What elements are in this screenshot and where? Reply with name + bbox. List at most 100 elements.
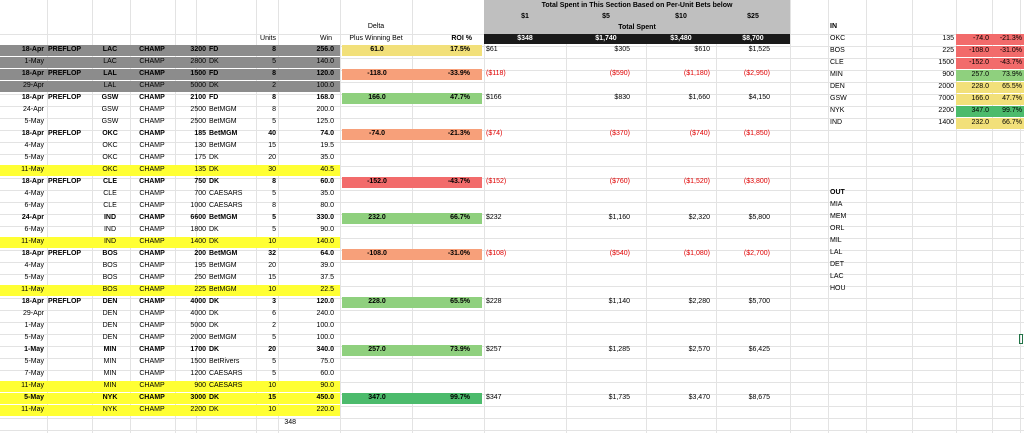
date-cell: 1-May bbox=[24, 58, 44, 65]
win-cell: 22.5 bbox=[320, 286, 334, 293]
units-cell: 6 bbox=[272, 310, 276, 317]
team-cell: DEN bbox=[102, 334, 118, 341]
in-team: BOS bbox=[830, 47, 845, 54]
grid-row-line bbox=[0, 94, 1024, 95]
roi-cell: -43.7% bbox=[447, 178, 470, 185]
delta-header: Delta bbox=[367, 23, 385, 30]
in-roi: 47.7% bbox=[1002, 95, 1022, 102]
team-cell: OKC bbox=[102, 142, 118, 149]
selected-cell-indicator[interactable] bbox=[1019, 334, 1023, 344]
units-cell: 40 bbox=[268, 130, 276, 137]
out-team: MEM bbox=[830, 213, 847, 220]
type-cell: CHAMP bbox=[139, 94, 165, 101]
spent-25-cell: ($2,700) bbox=[743, 250, 770, 257]
in-delta: 232.0 bbox=[971, 119, 989, 126]
book-cell: BetMGM bbox=[209, 214, 238, 221]
spent-5-cell: $305 bbox=[614, 46, 630, 53]
grid-row-line bbox=[0, 262, 1024, 263]
grid-row-line bbox=[0, 154, 1024, 155]
date-cell: 11-May bbox=[21, 286, 44, 293]
win-cell: 19.5 bbox=[320, 142, 334, 149]
spent-5-cell: $1,140 bbox=[608, 298, 630, 305]
team-cell: OKC bbox=[102, 130, 118, 137]
units-cell: 8 bbox=[272, 94, 276, 101]
win-cell: 200.0 bbox=[316, 106, 334, 113]
line-cell: 2500 bbox=[190, 118, 206, 125]
win-cell: 125.0 bbox=[316, 118, 334, 125]
delta-cell: 257.0 bbox=[368, 346, 386, 353]
in-row-fill bbox=[956, 46, 1024, 57]
team-cell: DEN bbox=[102, 298, 118, 305]
delta-fill bbox=[342, 297, 412, 308]
roi-cell: 66.7% bbox=[450, 214, 470, 221]
line-cell: 700 bbox=[194, 190, 206, 197]
roi-cell: 17.5% bbox=[450, 46, 470, 53]
in-value: 900 bbox=[942, 71, 954, 78]
type-cell: CHAMP bbox=[139, 262, 165, 269]
grid-row-line bbox=[0, 430, 1024, 431]
line-cell: 3200 bbox=[190, 46, 206, 53]
type-cell: CHAMP bbox=[139, 238, 165, 245]
date-cell: 11-May bbox=[21, 166, 44, 173]
win-cell: 37.5 bbox=[320, 274, 334, 281]
roi-cell: 73.9% bbox=[450, 346, 470, 353]
type-cell: CHAMP bbox=[139, 358, 165, 365]
grid-column-line bbox=[130, 0, 131, 433]
spent-1-cell: $232 bbox=[486, 214, 502, 221]
total-spent-value: $1,740 bbox=[595, 35, 617, 42]
roi-cell: -21.3% bbox=[447, 130, 470, 137]
out-team: DET bbox=[830, 261, 844, 268]
win-cell: 256.0 bbox=[316, 46, 334, 53]
type-cell: CHAMP bbox=[139, 346, 165, 353]
team-cell: DEN bbox=[102, 322, 118, 329]
book-cell: DK bbox=[209, 346, 220, 353]
type-cell: CHAMP bbox=[139, 322, 165, 329]
spent-1-cell: ($118) bbox=[486, 70, 506, 77]
book-cell: FD bbox=[209, 94, 219, 101]
spent-25-cell: $5,700 bbox=[748, 298, 770, 305]
roi-fill bbox=[412, 129, 482, 140]
spent-1-cell: ($108) bbox=[486, 250, 507, 257]
line-cell: 1200 bbox=[190, 370, 206, 377]
grid-row-line bbox=[0, 346, 1024, 347]
delta-fill bbox=[342, 249, 412, 260]
grid-row-line bbox=[0, 166, 1024, 167]
spent-25-cell: $5,800 bbox=[748, 214, 770, 221]
spent-10-cell: ($740) bbox=[689, 130, 710, 137]
date-cell: 29-Apr bbox=[22, 82, 44, 89]
spent-1-cell: $228 bbox=[486, 298, 502, 305]
spent-10-cell: ($1,520) bbox=[683, 178, 710, 185]
book-cell: FD bbox=[209, 46, 219, 53]
grid-row-line bbox=[0, 118, 1024, 119]
book-cell: DK bbox=[209, 226, 219, 233]
type-cell: CHAMP bbox=[139, 286, 165, 293]
roi-fill bbox=[412, 93, 482, 104]
team-cell: LAC bbox=[103, 58, 117, 65]
win-cell: 240.0 bbox=[316, 310, 334, 317]
grid-row-line bbox=[0, 310, 1024, 311]
stage-cell: PREFLOP bbox=[48, 130, 82, 137]
team-cell: CLE bbox=[103, 202, 117, 209]
in-label: IN bbox=[830, 23, 837, 30]
out-label: OUT bbox=[830, 189, 845, 196]
grid-column-line bbox=[992, 0, 993, 433]
book-cell: FD bbox=[209, 70, 219, 77]
type-cell: CHAMP bbox=[139, 82, 165, 89]
date-cell: 11-May bbox=[21, 406, 44, 413]
line-cell: 5000 bbox=[190, 82, 206, 89]
units-cell: 15 bbox=[268, 394, 276, 401]
win-cell: 64.0 bbox=[320, 250, 334, 257]
book-cell: BetMGM bbox=[209, 262, 237, 269]
stage-cell: PREFLOP bbox=[48, 46, 82, 53]
team-cell: LAL bbox=[103, 70, 117, 77]
roi-fill bbox=[412, 213, 482, 224]
grid-row-line bbox=[0, 82, 1024, 83]
units-cell: 5 bbox=[272, 118, 276, 125]
bet-size-header: $10 bbox=[675, 13, 687, 20]
type-cell: CHAMP bbox=[139, 46, 165, 53]
win-header: Win bbox=[319, 35, 332, 42]
delta-cell: -74.0 bbox=[369, 130, 385, 137]
type-cell: CHAMP bbox=[139, 274, 165, 281]
roi-fill bbox=[412, 393, 482, 404]
